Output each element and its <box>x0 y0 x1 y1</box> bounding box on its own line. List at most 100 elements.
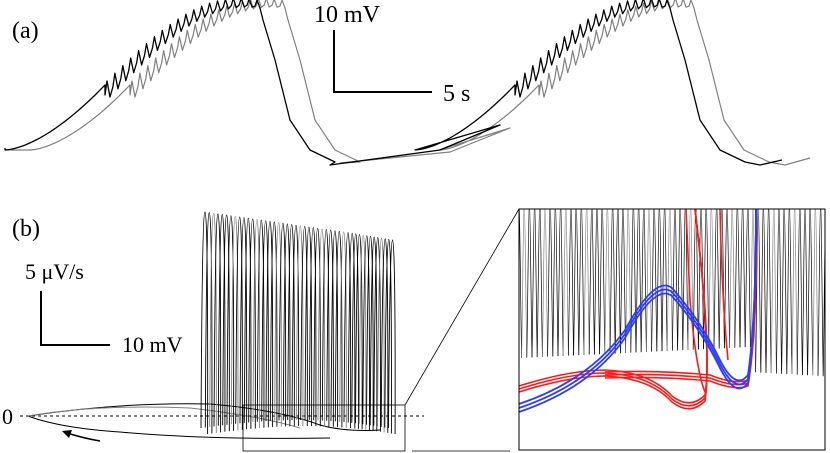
panel-a-black-trace <box>4 0 783 166</box>
panel-a-gray-trace <box>5 0 811 166</box>
inset-black-spike <box>760 209 767 373</box>
phase-spike-loop <box>213 213 222 433</box>
zero-label: 0 <box>2 404 13 429</box>
inset-red-trace-2 <box>604 209 758 386</box>
phase-spike-loop <box>200 211 209 435</box>
inset-black-spike <box>578 209 585 356</box>
phase-spike-loop <box>265 220 274 428</box>
inset-black-spike <box>635 209 642 353</box>
inset-black-spike <box>661 209 668 352</box>
inset-black-spike <box>802 209 808 376</box>
phase-spike-loop <box>369 236 378 432</box>
phase-spike-loop <box>248 218 256 429</box>
inset-black-spike <box>562 209 569 356</box>
inset-black-spike <box>692 209 699 350</box>
inset-black-spike <box>531 209 538 358</box>
inset-red-trace-2 <box>604 209 758 383</box>
inset-black-spike <box>620 209 626 354</box>
phase-spike-loop <box>351 233 359 429</box>
phase-spike-loop <box>252 219 261 429</box>
panel-b: (b) 0 5 μV/s 10 mV <box>2 208 520 452</box>
inset-black-spike <box>755 209 762 373</box>
zoom-region-box <box>242 404 406 452</box>
inset-black-spike <box>677 209 684 351</box>
phase-spike-loop <box>388 239 396 435</box>
inset-frame <box>518 208 826 451</box>
phase-spike-loop <box>295 225 304 427</box>
inset-black-spike <box>609 209 616 354</box>
inset-black-spike <box>822 211 825 377</box>
panel-a-scalebar-v-label: 10 mV <box>314 2 381 28</box>
inset-black-spike <box>781 209 788 374</box>
inset-black-spike <box>583 209 590 355</box>
inset-black-spike <box>765 209 772 373</box>
phase-spike-loop <box>239 217 248 430</box>
inset-black-spike <box>729 209 736 348</box>
inset-black-spike <box>640 209 647 353</box>
panel-b-scalebar-h-label: 10 mV <box>122 332 183 357</box>
panel-a-label: (a) <box>12 18 39 44</box>
inset-black-spike <box>521 209 528 358</box>
phase-spike-loop <box>243 217 252 429</box>
phase-spike-loop <box>339 231 347 428</box>
inset-black-spike <box>770 209 777 374</box>
phase-spike-loop <box>334 230 343 428</box>
phase-spike-loop <box>347 232 356 429</box>
phase-spike-loop <box>282 223 291 427</box>
phase-spike-loop <box>317 228 326 427</box>
phase-spike-loop <box>222 214 230 432</box>
phase-spike-loop <box>373 237 381 432</box>
phase-spike-loop <box>362 235 370 431</box>
inset-black-spike <box>651 209 658 352</box>
inset-black-spike <box>739 209 746 348</box>
phase-lower-branch <box>27 415 331 439</box>
phase-spike-loop <box>377 237 385 433</box>
inset-black-spike <box>588 209 595 355</box>
inset-black-spike <box>552 209 559 357</box>
phase-spike-loop <box>355 233 363 430</box>
inset-black-spike <box>807 209 814 376</box>
phase-spike-loop <box>261 220 269 428</box>
phase-spike-loop <box>343 232 352 429</box>
inset-blue-trace <box>519 209 757 413</box>
panel-a: (a) 10 mV 5 s <box>4 0 811 166</box>
inset-black-spike <box>614 209 621 354</box>
panel-b-scalebar-v-label: 5 μV/s <box>25 259 84 284</box>
inset-black-spike <box>625 209 632 353</box>
phase-spike-loop <box>300 225 308 427</box>
phase-spike-loop <box>304 226 313 427</box>
inset-black-spike <box>713 209 720 349</box>
inset-blue-traces <box>519 209 757 413</box>
inset-black-spike <box>734 209 741 348</box>
panel-a-scalebar-h-label: 5 s <box>443 81 470 107</box>
inset-red-spike <box>685 209 706 393</box>
inset-black-spike <box>656 209 663 352</box>
phase-spike-loop <box>313 227 321 427</box>
inset-black-spike <box>703 209 710 350</box>
inset-black-spike <box>812 209 819 376</box>
phase-spike-loop <box>326 229 334 427</box>
inset-red-spike-2 <box>719 209 729 361</box>
inset-black-spike <box>744 209 751 348</box>
panel-b-phase-traces <box>27 211 396 439</box>
inset-black-spike <box>791 209 798 375</box>
phase-spike-loop <box>274 222 282 427</box>
inset-black-spike <box>599 209 606 355</box>
phase-spike-loop <box>358 234 367 430</box>
inset-black-spike <box>776 209 782 374</box>
direction-arrow <box>62 430 101 442</box>
inset-black-spike <box>724 209 730 349</box>
inset-black-spike <box>542 209 548 357</box>
phase-spike-loop <box>321 228 330 427</box>
inset-black-spike <box>519 209 522 359</box>
inset-zoom <box>518 208 826 451</box>
inset-black-spike <box>568 209 574 356</box>
inset-black-spike <box>604 209 611 354</box>
inset-black-spike <box>557 209 564 357</box>
phase-spike-loop <box>209 212 217 433</box>
phase-spike-loop <box>230 215 239 431</box>
phase-spike-loop <box>287 223 295 427</box>
inset-black-spike <box>666 209 673 351</box>
inset-black-spike <box>526 209 533 358</box>
